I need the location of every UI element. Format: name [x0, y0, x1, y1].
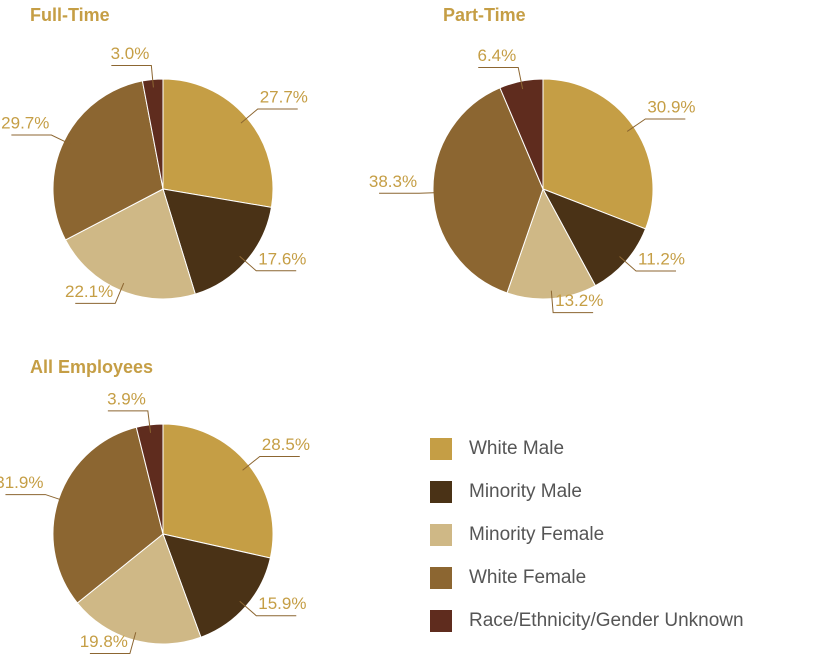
legend-label: Minority Male [469, 481, 582, 502]
leader-line [550, 290, 594, 314]
legend-label: Race/Ethnicity/Gender Unknown [469, 610, 744, 631]
leader-line [5, 494, 67, 503]
leader-line [619, 256, 677, 272]
value-label: 3.0% [111, 44, 150, 63]
legend-swatch [430, 481, 452, 503]
value-label: 29.7% [1, 114, 49, 133]
value-label: 31.9% [0, 473, 43, 492]
leader-line [242, 455, 300, 471]
leader-line [379, 192, 442, 194]
leader-line [107, 410, 152, 433]
value-label: 11.2% [638, 249, 685, 268]
chart-title: Part-Time [443, 5, 526, 25]
legend-swatch [430, 567, 452, 589]
value-label: 13.2% [555, 291, 603, 310]
legend-swatch [430, 438, 452, 460]
leader-line [239, 600, 297, 617]
leader-line [111, 65, 154, 88]
value-label: 38.3% [369, 172, 417, 191]
legend-swatch [430, 524, 452, 546]
leader-line [75, 282, 125, 304]
value-label: 6.4% [477, 46, 516, 65]
chart-title: All Employees [30, 357, 153, 377]
leader-line [626, 118, 686, 132]
legend-label: Minority Female [469, 524, 604, 545]
value-label: 28.5% [262, 435, 310, 454]
leader-line [239, 255, 297, 272]
pie-slice [162, 78, 274, 208]
value-label: 30.9% [647, 97, 695, 116]
legend-swatch [430, 610, 452, 632]
legend-label: White Male [469, 438, 564, 459]
chart-title: Full-Time [30, 5, 110, 25]
value-label: 19.8% [80, 632, 128, 651]
leader-line [89, 632, 137, 655]
value-label: 15.9% [258, 594, 306, 613]
value-label: 17.6% [258, 249, 306, 268]
value-label: 22.1% [65, 282, 113, 301]
legend-label: White Female [469, 567, 586, 588]
leader-line [478, 66, 524, 90]
value-label: 3.9% [107, 389, 146, 408]
leader-line [11, 134, 72, 146]
leader-line [240, 108, 298, 124]
value-label: 27.7% [260, 87, 308, 106]
